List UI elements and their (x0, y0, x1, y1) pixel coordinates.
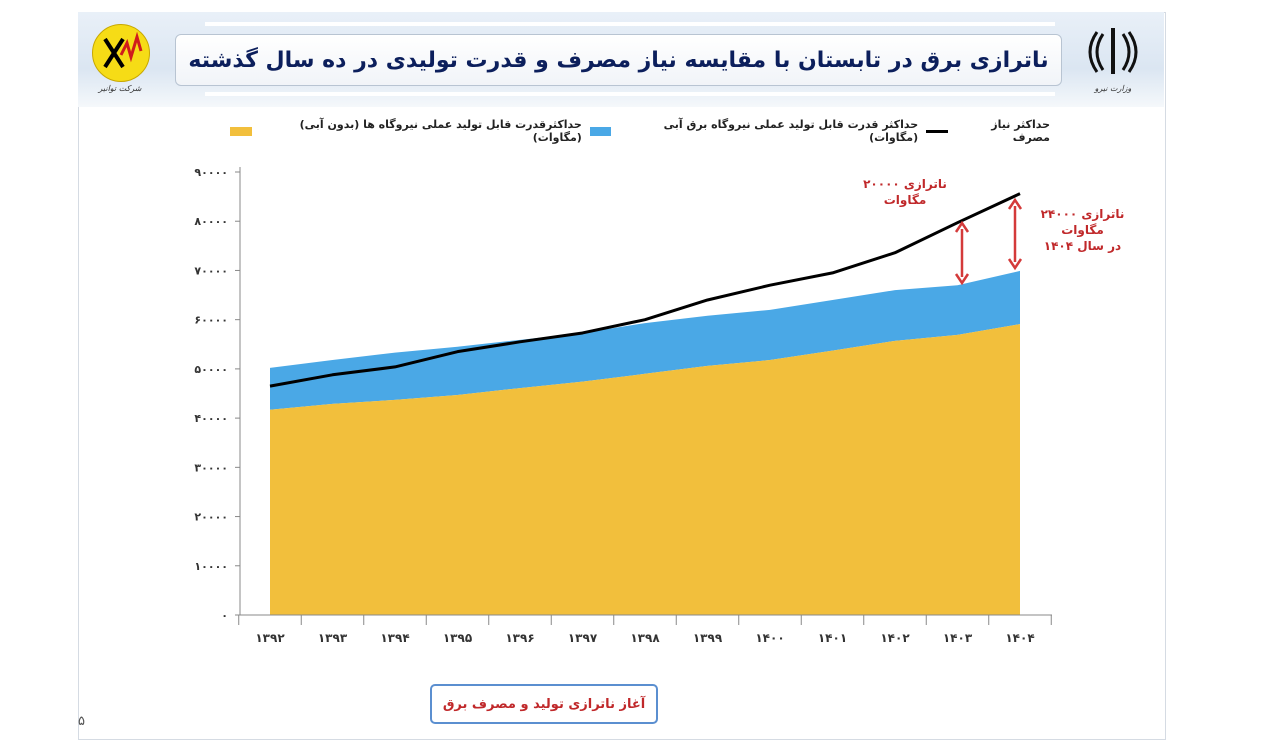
hydro-capacity-area (270, 270, 1020, 410)
x-tick-label: ۱۴۰۴ (1005, 631, 1034, 645)
gap-arrow-1403-head (954, 273, 970, 286)
annotation-text: مگاوات (1061, 223, 1104, 237)
gap-arrow-1404-head (1007, 258, 1023, 271)
x-tick-label: ۱۳۹۷ (568, 631, 598, 645)
y-tick-label: ۴۰۰۰۰ (194, 412, 228, 425)
legend-label: حداکثر قدرت قابل تولید عملی نیروگاه برق … (663, 118, 919, 144)
ministry-emblem-icon (1085, 22, 1141, 82)
x-tick-label: ۱۳۹۴ (380, 631, 409, 645)
x-tick-label: ۱۳۹۵ (443, 631, 472, 645)
y-tick-label: ۹۰۰۰۰ (194, 166, 228, 179)
annotation-text: ناترازی ۲۴۰۰۰ (1040, 207, 1125, 221)
y-tick-label: ۳۰۰۰۰ (194, 461, 228, 474)
callout-text: آغاز ناترازی تولید و مصرف برق (442, 696, 646, 712)
y-tick-label: ۶۰۰۰۰ (194, 314, 228, 327)
legend-swatch (926, 129, 948, 133)
legend-item: حداکثر نیاز مصرف (926, 118, 1050, 144)
legend-item: حداکثر قدرت قابل تولید عملی نیروگاه برق … (589, 118, 919, 144)
annotation-text: در سال ۱۴۰۴ (1043, 239, 1122, 253)
header-stripe (205, 22, 1055, 26)
legend-label: حداکثر نیاز مصرف (991, 118, 1050, 144)
chart-title: ناترازی برق در تابستان با مقایسه نیاز مص… (188, 47, 1049, 73)
y-tick-label: ۵۰۰۰۰ (194, 363, 228, 376)
tavanir-logo (92, 24, 150, 82)
x-tick-label: ۱۴۰۰ (755, 631, 784, 645)
legend-swatch (230, 126, 252, 136)
page-number: ۵ (78, 714, 85, 729)
annotation-gap-1404: ناترازی ۲۴۰۰۰ مگاوات در سال ۱۴۰۴ (1030, 206, 1135, 254)
start-imbalance-callout: آغاز ناترازی تولید و مصرف برق (430, 684, 658, 724)
title-box: ناترازی برق در تابستان با مقایسه نیاز مص… (175, 34, 1062, 86)
x-tick-label: ۱۴۰۱ (818, 631, 847, 645)
x-tick-label: ۱۳۹۹ (693, 631, 723, 645)
ministry-caption: وزارت نیرو (1094, 84, 1132, 93)
y-tick-label: ۱۰۰۰۰ (194, 560, 228, 573)
y-tick-label: ۰ (221, 609, 228, 622)
x-tick-label: ۱۳۹۳ (318, 631, 348, 645)
y-tick-label: ۸۰۰۰۰ (194, 215, 228, 228)
y-tick-label: ۲۰۰۰۰ (194, 511, 228, 524)
tavanir-logo-caption: شرکت توانیر (98, 84, 142, 93)
thermal-capacity-area (270, 324, 1020, 615)
gap-arrow-1403-head (954, 220, 970, 233)
legend-label: حداکثرقدرت قابل تولید عملی نیروگاه ها (ب… (299, 118, 582, 144)
annotation-text: مگاوات (883, 193, 927, 207)
header-stripe (205, 92, 1055, 96)
legend-item: حداکثرقدرت قابل تولید عملی نیروگاه ها (ب… (230, 118, 582, 144)
gap-arrow-1404-head (1007, 197, 1023, 210)
legend-swatch (589, 126, 612, 136)
x-tick-label: ۱۴۰۳ (943, 631, 973, 645)
x-tick-label: ۱۳۹۸ (630, 631, 660, 645)
annotation-text: ناترازی ۲۰۰۰۰ (863, 177, 947, 191)
y-tick-label: ۷۰۰۰۰ (194, 264, 228, 277)
chart-legend: حداکثر نیاز مصرف حداکثر قدرت قابل تولید … (230, 118, 1050, 144)
x-tick-label: ۱۳۹۲ (255, 631, 285, 645)
annotation-gap-1403: ناترازی ۲۰۰۰۰ مگاوات (850, 176, 960, 208)
x-tick-label: ۱۳۹۶ (505, 631, 534, 645)
x-tick-label: ۱۴۰۲ (880, 631, 910, 645)
